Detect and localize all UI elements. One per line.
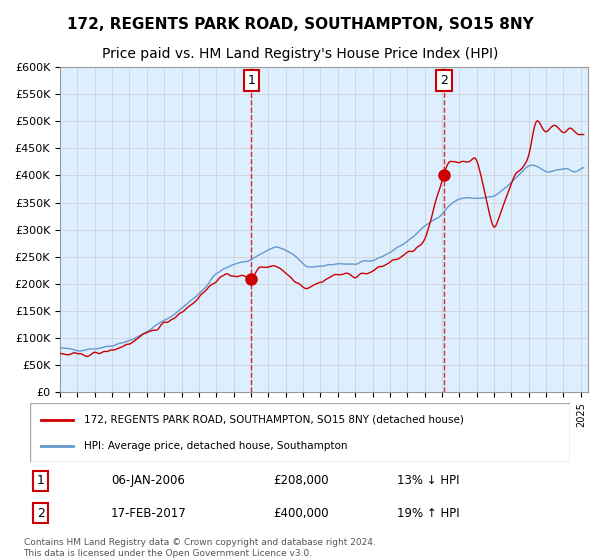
Text: 06-JAN-2006: 06-JAN-2006 <box>111 474 185 487</box>
Text: Price paid vs. HM Land Registry's House Price Index (HPI): Price paid vs. HM Land Registry's House … <box>102 47 498 61</box>
Text: 2: 2 <box>440 74 448 87</box>
Text: 17-FEB-2017: 17-FEB-2017 <box>111 507 187 520</box>
Text: 172, REGENTS PARK ROAD, SOUTHAMPTON, SO15 8NY (detached house): 172, REGENTS PARK ROAD, SOUTHAMPTON, SO1… <box>84 414 464 424</box>
Text: £208,000: £208,000 <box>273 474 329 487</box>
Text: Contains HM Land Registry data © Crown copyright and database right 2024.
This d: Contains HM Land Registry data © Crown c… <box>23 539 375 558</box>
Text: £400,000: £400,000 <box>273 507 329 520</box>
FancyBboxPatch shape <box>30 403 570 462</box>
Text: 1: 1 <box>37 474 45 487</box>
Text: 19% ↑ HPI: 19% ↑ HPI <box>397 507 460 520</box>
Text: 1: 1 <box>247 74 255 87</box>
Text: HPI: Average price, detached house, Southampton: HPI: Average price, detached house, Sout… <box>84 441 347 451</box>
Text: 13% ↓ HPI: 13% ↓ HPI <box>397 474 460 487</box>
Text: 2: 2 <box>37 507 45 520</box>
Text: 172, REGENTS PARK ROAD, SOUTHAMPTON, SO15 8NY: 172, REGENTS PARK ROAD, SOUTHAMPTON, SO1… <box>67 17 533 32</box>
